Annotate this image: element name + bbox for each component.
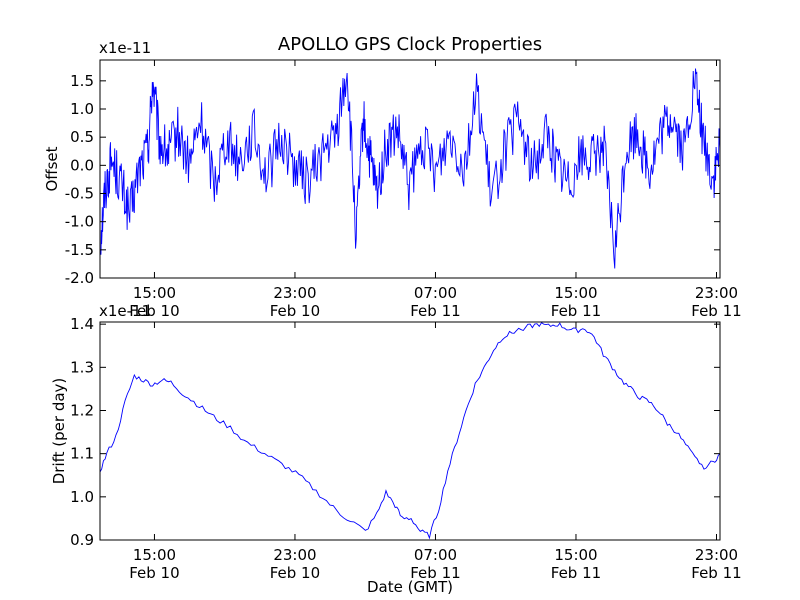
drift-xtick-time-2: 07:00 [414, 546, 457, 564]
offset-xtick-date-2: Feb 11 [410, 302, 460, 320]
offset-xtick-date-1: Feb 10 [270, 302, 320, 320]
offset-xtick-date-4: Feb 11 [691, 302, 741, 320]
offset-ytick-label-0: -2.0 [65, 269, 94, 287]
offset-ytick-label-7: 1.5 [70, 72, 94, 90]
drift-xtick-date-0: Feb 10 [129, 564, 179, 582]
drift-xtick-date-3: Feb 11 [551, 564, 601, 582]
offset-series-line-0 [99, 68, 721, 269]
offset-multiplier-label: x1e-11 [99, 39, 151, 57]
offset-ytick-label-4: 0.0 [70, 156, 94, 174]
drift-series-line-0 [99, 321, 721, 540]
drift-xtick-time-4: 23:00 [695, 546, 738, 564]
offset-xtick-time-3: 15:00 [554, 284, 597, 302]
drift-axes-frame [99, 321, 721, 541]
offset-ytick-label-6: 1.0 [70, 100, 94, 118]
offset-y-ticks: -2.0 -1.5 -1.0 -0.5 0.0 0.5 1.0 1.5 [65, 72, 720, 287]
offset-xtick-date-0: Feb 10 [129, 302, 179, 320]
drift-xtick-time-3: 15:00 [554, 546, 597, 564]
offset-ytick-label-5: 0.5 [70, 128, 94, 146]
drift-ytick-label-1: 1.0 [70, 488, 94, 506]
offset-xtick-time-4: 23:00 [695, 284, 738, 302]
offset-xtick-time-0: 15:00 [133, 284, 176, 302]
offset-ytick-label-2: -1.0 [65, 213, 94, 231]
drift-xtick-time-1: 23:00 [273, 546, 316, 564]
offset-y-axis-label: Offset [43, 146, 61, 191]
chart-title: APOLLO GPS Clock Properties [278, 34, 542, 55]
drift-series-group [99, 321, 721, 540]
drift-ytick-label-4: 1.3 [70, 358, 94, 376]
drift-multiplier-label: x1e-11 [99, 302, 151, 320]
drift-xtick-time-0: 15:00 [133, 546, 176, 564]
offset-xtick-time-1: 23:00 [273, 284, 316, 302]
offset-axes-frame [99, 59, 721, 279]
offset-ytick-label-3: -0.5 [65, 185, 94, 203]
x-axis-label: Date (GMT) [367, 578, 453, 596]
drift-xtick-date-2: Feb 11 [410, 564, 460, 582]
offset-ytick-label-1: -1.5 [65, 241, 94, 259]
drift-ytick-label-0: 0.9 [70, 531, 94, 549]
drift-y-axis-label: Drift (per day) [50, 378, 68, 485]
drift-xtick-date-1: Feb 10 [270, 564, 320, 582]
offset-xtick-time-2: 07:00 [414, 284, 457, 302]
drift-ytick-label-3: 1.2 [70, 401, 94, 419]
offset-panel: x1e-11 -2.0 -1.5 -1.0 -0.5 0.0 0.5 1.0 1.5 15:0… [43, 39, 742, 320]
drift-ytick-label-2: 1.1 [70, 445, 94, 463]
drift-y-ticks: 0.9 1.0 1.1 1.2 1.3 1.4 [70, 315, 720, 549]
drift-xtick-date-4: Feb 11 [691, 564, 741, 582]
offset-xtick-date-3: Feb 11 [551, 302, 601, 320]
drift-ytick-label-5: 1.4 [70, 315, 94, 333]
offset-series-group [99, 68, 721, 269]
